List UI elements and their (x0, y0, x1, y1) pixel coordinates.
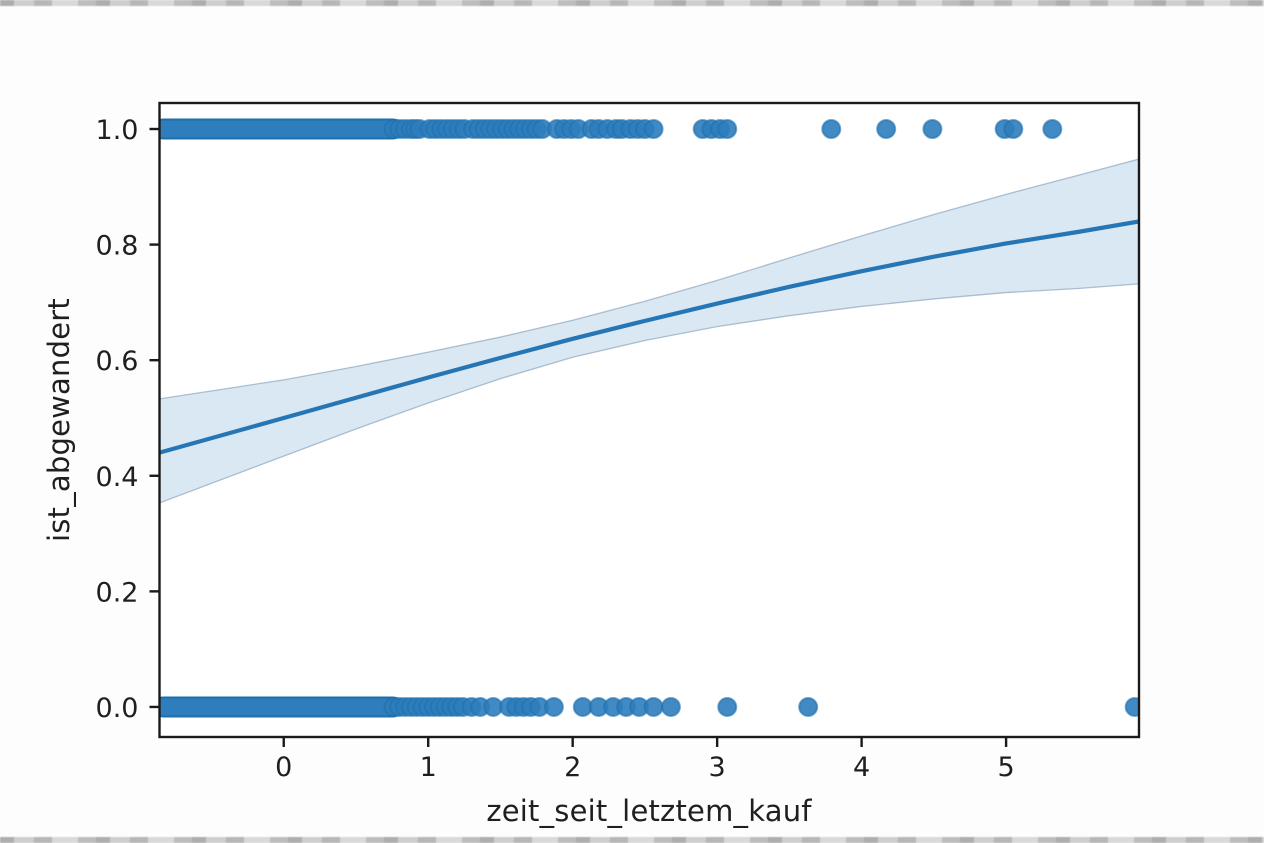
regression-line (159, 219, 1139, 455)
plot-background (159, 103, 1139, 737)
scatter-churned-row (159, 118, 1063, 140)
scatter-point (821, 119, 842, 140)
confidence-band (159, 158, 1139, 504)
y-axis-label: ist_abgewandert (42, 298, 76, 542)
y-tick-label: 0.4 (96, 462, 139, 493)
scatter-point (1124, 696, 1139, 717)
x-tick-label: 3 (709, 752, 726, 783)
x-axis-label: zeit_seit_letztem_kauf (486, 794, 812, 828)
scatter-point (1003, 119, 1024, 140)
y-tick-label: 1.0 (96, 115, 139, 146)
scatter-point (717, 119, 738, 140)
scatter-point (798, 696, 819, 717)
screenshot-noise-strip-top (0, 0, 1264, 6)
scatter-point (543, 696, 564, 717)
y-tick-label: 0.6 (96, 346, 139, 377)
scatter-point (876, 119, 897, 140)
scatter-point (922, 119, 943, 140)
scatter-point (1042, 119, 1063, 140)
scatter-point (643, 696, 664, 717)
plot-area (159, 118, 1139, 718)
x-tick-label: 2 (564, 752, 581, 783)
scatter-point (660, 696, 681, 717)
dense-point-run (159, 696, 404, 718)
screenshot-noise-strip-bottom (0, 837, 1264, 843)
dense-point-run (159, 118, 404, 140)
y-tick-label: 0.2 (96, 577, 139, 608)
scatter-retained-row (159, 696, 1139, 718)
scatter-point (643, 119, 664, 140)
y-tick-label: 0.0 (96, 693, 139, 724)
x-tick-label: 5 (997, 752, 1014, 783)
plot-border (158, 101, 1141, 739)
x-tick-label: 0 (275, 752, 292, 783)
y-tick-label: 0.8 (96, 231, 139, 262)
x-tick-label: 1 (420, 752, 437, 783)
x-tick-label: 4 (853, 752, 870, 783)
scatter-point (717, 696, 738, 717)
